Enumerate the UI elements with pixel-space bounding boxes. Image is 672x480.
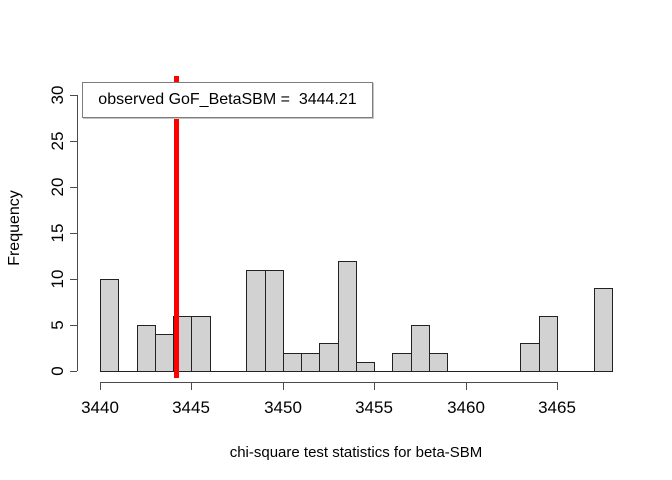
x-axis-line (100, 382, 558, 383)
histogram-bar (283, 353, 302, 372)
histogram-bar (356, 362, 375, 372)
histogram-bar (338, 261, 357, 372)
histogram-bar (429, 353, 448, 372)
x-axis-tick (100, 382, 101, 390)
y-tick-label: 30 (48, 85, 67, 105)
histogram-bar (137, 325, 156, 372)
histogram-bar (319, 343, 339, 372)
histogram-bar (594, 288, 613, 372)
x-axis-tick (191, 382, 192, 390)
histogram-bar (392, 353, 412, 372)
observed-value-line (174, 76, 179, 378)
y-axis-tick (70, 95, 77, 96)
x-tick-label: 3455 (355, 398, 393, 417)
y-axis-line (77, 95, 78, 371)
y-tick-label: 25 (48, 131, 67, 151)
x-tick-label: 3445 (172, 398, 210, 417)
y-tick-label: 20 (48, 177, 67, 197)
y-axis-tick (70, 279, 77, 280)
histogram-bar (155, 334, 174, 372)
histogram-bar (246, 270, 266, 372)
histogram-bar (301, 353, 320, 372)
x-axis-tick (466, 382, 467, 390)
x-axis-tick (374, 382, 375, 390)
y-tick-label: 10 (48, 269, 67, 289)
y-axis-tick (70, 141, 77, 142)
y-tick-label: 0 (48, 366, 67, 376)
y-axis-tick (70, 187, 77, 188)
x-axis-tick (283, 382, 284, 390)
histogram-bar (100, 279, 119, 372)
x-tick-label: 3465 (538, 398, 576, 417)
x-axis-tick (557, 382, 558, 390)
histogram-bar (411, 325, 430, 372)
histogram-bar (520, 343, 540, 372)
x-tick-label: 3460 (447, 398, 485, 417)
y-axis-tick (70, 371, 77, 372)
x-tick-label: 3440 (81, 398, 119, 417)
x-tick-label: 3450 (264, 398, 302, 417)
y-axis-title: Frequency (6, 190, 23, 266)
y-axis-tick (70, 325, 77, 326)
histogram-bar (265, 270, 284, 372)
legend-box: observed GoF_BetaSBM = 3444.21 (82, 82, 373, 118)
y-tick-label: 15 (48, 223, 67, 243)
x-axis-title: chi-square test statistics for beta-SBM (229, 444, 483, 461)
y-axis-tick (70, 233, 77, 234)
histogram-bar (539, 316, 558, 372)
histogram-bar (191, 316, 211, 372)
y-tick-label: 5 (48, 320, 67, 330)
legend-label: observed GoF_BetaSBM = 3444.21 (98, 91, 357, 108)
